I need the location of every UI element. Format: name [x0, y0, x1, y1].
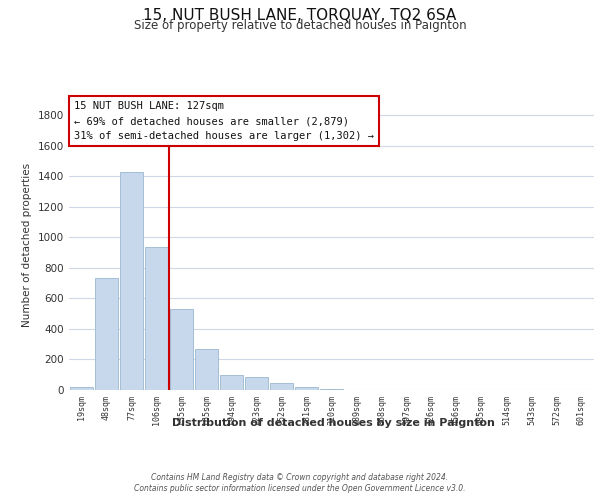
Text: Contains public sector information licensed under the Open Government Licence v3: Contains public sector information licen…	[134, 484, 466, 493]
Bar	[220, 374, 243, 390]
Bar	[320, 389, 343, 390]
Text: Size of property relative to detached houses in Paignton: Size of property relative to detached ho…	[134, 18, 466, 32]
Bar	[70, 387, 93, 390]
Bar	[270, 383, 293, 390]
Y-axis label: Number of detached properties: Number of detached properties	[22, 163, 32, 327]
Text: 15 NUT BUSH LANE: 127sqm
← 69% of detached houses are smaller (2,879)
31% of sem: 15 NUT BUSH LANE: 127sqm ← 69% of detach…	[74, 102, 374, 141]
Bar	[195, 349, 218, 390]
Bar	[145, 248, 168, 390]
Bar	[170, 309, 193, 390]
Bar	[245, 376, 268, 390]
Text: Contains HM Land Registry data © Crown copyright and database right 2024.: Contains HM Land Registry data © Crown c…	[151, 472, 449, 482]
Text: 15, NUT BUSH LANE, TORQUAY, TQ2 6SA: 15, NUT BUSH LANE, TORQUAY, TQ2 6SA	[143, 8, 457, 22]
Bar	[120, 172, 143, 390]
Text: Distribution of detached houses by size in Paignton: Distribution of detached houses by size …	[172, 418, 494, 428]
Bar	[95, 278, 118, 390]
Bar	[295, 386, 318, 390]
